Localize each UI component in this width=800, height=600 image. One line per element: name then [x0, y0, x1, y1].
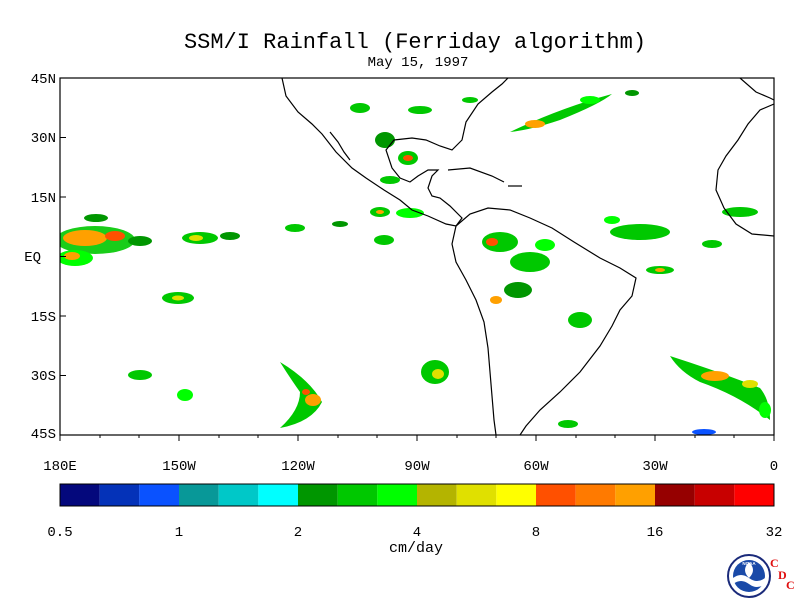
- colorbar: [59, 483, 775, 507]
- colorbar-swatch-5: [258, 484, 298, 506]
- lon-label-0: 0: [770, 459, 778, 475]
- lon-label-120w: 120W: [281, 459, 315, 475]
- lat-label-eq: EQ: [24, 250, 41, 266]
- colorbar-swatch-4: [218, 484, 259, 506]
- coastlines: [281, 78, 774, 435]
- colorbar-label-6: 32: [766, 525, 783, 541]
- colorbar-swatch-2: [139, 484, 179, 506]
- colorbar-label-3: 4: [413, 525, 421, 541]
- colorbar-swatch-6: [298, 484, 338, 506]
- colorbar-swatch-16: [694, 484, 735, 506]
- map-date: May 15, 1997: [367, 55, 469, 71]
- rain-patches: [60, 90, 771, 435]
- cdc-letter-2: D: [778, 568, 787, 582]
- colorbar-frame: [59, 483, 775, 507]
- noaa-logo-text: NOAA: [742, 561, 756, 566]
- colorbar-label-5: 16: [647, 525, 664, 541]
- lat-label-30n: 30N: [31, 131, 56, 147]
- noaa-logo-icon: NOAA: [727, 554, 771, 598]
- lat-axis: 45N 30N 15N EQ 15S 30S 45S: [24, 72, 66, 443]
- colorbar-swatch-15: [655, 484, 695, 506]
- colorbar-swatch-9: [417, 484, 457, 506]
- colorbar-label-4: 8: [532, 525, 540, 541]
- colorbar-swatch-8: [377, 484, 417, 506]
- cdc-letter-1: C: [770, 556, 779, 570]
- lon-label-30w: 30W: [642, 459, 668, 475]
- cdc-letter-3: C: [786, 578, 795, 592]
- colorbar-swatch-12: [536, 484, 576, 506]
- lat-label-15n: 15N: [31, 191, 56, 207]
- colorbar-swatch-0: [60, 484, 100, 506]
- map-title: SSM/I Rainfall (Ferriday algorithm): [183, 30, 647, 55]
- colorbar-unit: cm/day: [388, 540, 443, 557]
- colorbar-swatch-1: [99, 484, 140, 506]
- colorbar-swatch-10: [456, 484, 497, 506]
- colorbar-swatch-13: [575, 484, 616, 506]
- map-frame: [59, 77, 775, 436]
- colorbar-swatch-14: [615, 484, 655, 506]
- colorbar-swatch-17: [734, 484, 774, 506]
- colorbar-swatch-3: [179, 484, 219, 506]
- colorbar-swatch-7: [337, 484, 378, 506]
- colorbar-label-2: 2: [294, 525, 302, 541]
- lat-label-30s: 30S: [31, 369, 56, 385]
- lat-label-15s: 15S: [31, 310, 56, 326]
- lon-label-60w: 60W: [523, 459, 549, 475]
- lon-axis: 180E 150W 120W 90W 60W 30W 0: [43, 435, 778, 475]
- colorbar-labels: 0.5 1 2 4 8 16 32: [47, 525, 782, 541]
- lat-label-45s: 45S: [31, 427, 56, 443]
- lon-label-90w: 90W: [404, 459, 430, 475]
- lat-label-45n: 45N: [31, 72, 56, 88]
- colorbar-label-0: 0.5: [47, 525, 72, 541]
- colorbar-label-1: 1: [175, 525, 183, 541]
- colorbar-swatch-11: [496, 484, 536, 506]
- lon-label-180e: 180E: [43, 459, 77, 475]
- lon-label-150w: 150W: [162, 459, 196, 475]
